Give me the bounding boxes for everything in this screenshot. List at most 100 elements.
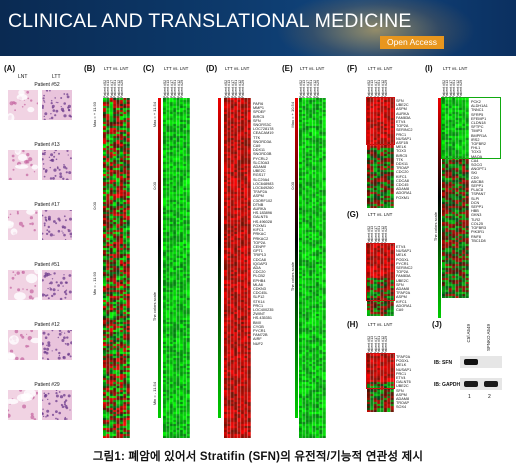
gene-label: DDX11 (396, 162, 408, 167)
gene-label: FAM83A (396, 115, 411, 120)
panel-b-scale-zero: 0.00 (92, 202, 97, 210)
gene-label: BIRC5 (253, 114, 265, 119)
gene-label: SNORD3A (253, 139, 272, 144)
gene-label: CA9 (253, 144, 261, 149)
gene-label: KIFC1 (396, 174, 407, 179)
gene-label: CEACAM19 (253, 131, 274, 136)
gene-label: LOC648983 (253, 181, 274, 186)
gene-label: TOP2A (253, 240, 266, 245)
gene-label: SLPI (471, 196, 480, 201)
gene-label: GALNT6 (396, 380, 411, 385)
panel-c-scale-min: Min = - 11.54 (152, 382, 157, 406)
gene-label: CD9 (471, 175, 479, 180)
gene-label: TSPAN7 (471, 192, 486, 197)
tissue-image-ltt (42, 150, 72, 180)
gene-label: TLR2 (471, 217, 481, 222)
open-access-badge: Open Access (380, 36, 444, 49)
gene-label: FAM72B (253, 333, 268, 338)
gene-label: DDX11 (253, 148, 265, 153)
patient-label: Patient #51 (34, 262, 60, 268)
gene-label: PRKAC2 (253, 236, 269, 241)
tissue-image-lnt (8, 90, 38, 120)
gene-label: GPT1 (253, 249, 263, 254)
journal-title: CLINICAL AND TRANSLATIONAL MEDICINE (8, 10, 412, 32)
gene-label: NUSAP1 (396, 367, 412, 372)
panel-h-header: LTT vs. LNT (368, 322, 393, 327)
lane-number-1: 1 (468, 394, 471, 400)
panel-c-columns: Patient #52 Patient #13 Patient #17 Patient… (163, 72, 184, 98)
panel-d-label: (D) (206, 64, 218, 73)
gene-label: RNF8 (471, 234, 481, 239)
tissue-image-ltt (42, 270, 72, 300)
blot-band-gapdh-ctrl (464, 381, 478, 387)
panel-f-highlight-box (366, 97, 395, 145)
gene-label: COL25 (471, 221, 484, 226)
gene-label: GALNT6 (253, 215, 268, 220)
panel-i-heatmap (442, 98, 469, 298)
gene-label: SNORD3B (253, 152, 272, 157)
gene-label: CENPF (253, 244, 266, 249)
panel-h-highlight-box (366, 353, 395, 389)
gene-label: SFN (253, 118, 261, 123)
panel-h-label: (H) (347, 320, 359, 329)
panel-g-highlight-box (366, 243, 395, 301)
gene-label: TOX3 (471, 150, 481, 155)
gene-label: SLC29A4 (253, 177, 270, 182)
gene-label: PRC1 (396, 371, 407, 376)
gene-label: NUF2 (253, 341, 263, 346)
patient-column-header: Patient #29 (179, 79, 184, 98)
gene-label: TRIP13 (253, 253, 266, 258)
gene-label: SEPP1 (471, 184, 484, 189)
gene-label: CDCA8 (396, 178, 409, 183)
panel-g-header: LTT vs. LNT (368, 212, 393, 217)
tissue-image-ltt (42, 210, 72, 240)
panel-c-header: LTT vs. LNT (164, 66, 189, 71)
panel-c-label: (C) (143, 64, 155, 73)
patient-column-header: Patient #29 (458, 79, 463, 98)
panel-c-colorbar-label: The colors scale (152, 292, 157, 322)
gene-label: DCN (471, 200, 480, 205)
gene-label: SGCG (471, 163, 483, 168)
gene-label: TOX3 (396, 149, 406, 154)
gene-label: ASPM (253, 194, 264, 199)
gene-label: RGS17 (253, 173, 266, 178)
panel-i-columns: Patient #52 Patient #13 Patient #17 Patient… (442, 72, 463, 98)
gene-label: IRS2 (471, 137, 480, 142)
gene-label: ADA (253, 265, 261, 270)
tissue-image-lnt (8, 210, 38, 240)
patient-label: Patient #12 (34, 322, 60, 328)
gene-label: PYCR1 (253, 328, 266, 333)
gene-label: UBE2C (396, 384, 409, 389)
gene-label: CDC45 (396, 183, 409, 188)
gene-label: ADAM8 (396, 397, 410, 402)
gene-label: CDC45L (253, 291, 268, 296)
panel-i-label: (I) (425, 64, 433, 73)
patient-label: Patient #17 (34, 202, 60, 208)
gene-label: SOX4 (396, 405, 407, 410)
panel-h-columns: Patient #52 Patient #13 Patient #17 Patient… (367, 328, 388, 354)
tissue-image-lnt (8, 390, 38, 420)
panel-c-heatmap (163, 98, 190, 438)
patient-column-header: Patient #29 (240, 79, 245, 98)
gene-label: NUSAP1 (396, 136, 412, 141)
gene-label: PAFI6 (253, 102, 264, 106)
blot-strip-gapdh (460, 378, 502, 390)
blot-band-sfn-ctrl (464, 359, 478, 365)
panel-b-heatmap (103, 98, 130, 438)
gene-label: LOC400235 (253, 307, 274, 312)
blot-row-gapdh: IB: GAPDH (434, 382, 461, 388)
panel-e-header: LTT vs. LNT (300, 66, 325, 71)
gene-label: C3ORF102 (253, 198, 273, 203)
tissue-image-lnt (8, 150, 38, 180)
gene-label: LOC649260 (253, 186, 274, 191)
panel-d-columns: Patient #52 Patient #13 Patient #17 Patient… (224, 72, 245, 98)
gene-label: TFAP2A (253, 190, 268, 195)
gene-label: ETV4 (396, 245, 406, 249)
gene-label: FAM83A (396, 274, 411, 279)
panel-g-columns: Patient #52 Patient #13 Patient #17 Patient… (367, 218, 388, 244)
gene-label: ADAM8 (396, 187, 410, 192)
patient-label: Patient #29 (34, 382, 60, 388)
gene-label: PLAC8 (471, 188, 484, 193)
panel-c-scale-zero: 0.00 (152, 182, 157, 190)
gene-label: TGFBR2 (471, 142, 486, 147)
